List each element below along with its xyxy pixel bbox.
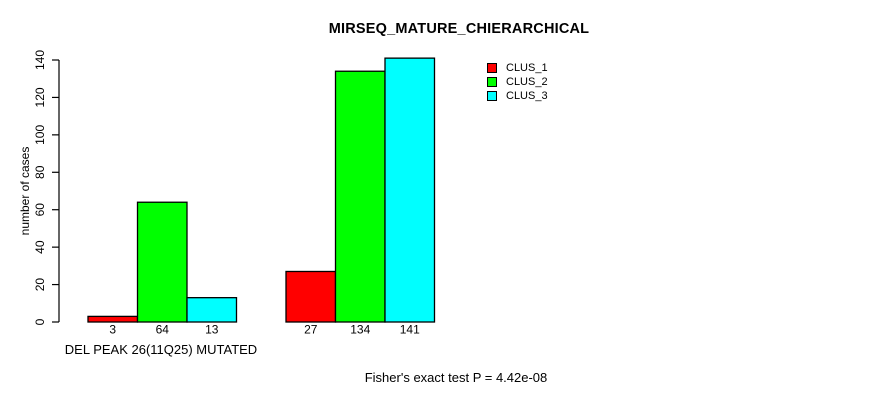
- bar-clus_3-group2: [384, 57, 436, 323]
- y-tick-label: 80: [33, 165, 47, 179]
- y-tick-label: 60: [33, 203, 47, 217]
- bar-value-label: 64: [156, 323, 170, 337]
- bar-value-label: 13: [205, 323, 219, 337]
- legend-label-clus-2: CLUS_2: [506, 75, 548, 88]
- y-tick-label: 140: [33, 50, 47, 70]
- legend-item-clus-1: CLUS_1: [487, 62, 548, 75]
- bar-value-label: 3: [109, 323, 116, 337]
- y-tick-label: 120: [33, 87, 47, 107]
- bar-clus_3-group1: [186, 297, 238, 323]
- legend-swatch-clus-3: [487, 90, 497, 101]
- bar-clus_1-group2: [285, 270, 337, 323]
- legend-label-clus-3: CLUS_3: [506, 89, 548, 102]
- bar-value-label: 27: [304, 323, 318, 337]
- legend-label-clus-1: CLUS_1: [506, 62, 548, 74]
- y-tick-label: 20: [33, 278, 47, 292]
- legend-swatch-clus-2: [487, 76, 497, 87]
- bar-clus_1-group1: [87, 315, 139, 323]
- legend-swatch-clus-1: [487, 63, 497, 73]
- y-axis-title: number of cases: [18, 147, 32, 236]
- legend-item-clus-2: CLUS_2: [487, 75, 548, 88]
- y-tick-label: 0: [33, 318, 47, 325]
- x-axis-label: DEL PEAK 26(11Q25) MUTATED: [64, 342, 258, 357]
- y-tick-label: 40: [33, 240, 47, 254]
- legend-item-clus-3: CLUS_3: [487, 89, 548, 102]
- chart-title: MIRSEQ_MATURE_CHIERARCHICAL: [328, 21, 590, 37]
- y-tick-label: 100: [33, 125, 47, 145]
- bar-clus_2-group2: [334, 70, 386, 323]
- pvalue-annotation: Fisher's exact test P = 4.42e-08: [364, 370, 548, 385]
- bar-clus_2-group1: [136, 201, 188, 323]
- bar-value-label: 134: [350, 323, 370, 337]
- bar-value-label: 141: [400, 323, 420, 337]
